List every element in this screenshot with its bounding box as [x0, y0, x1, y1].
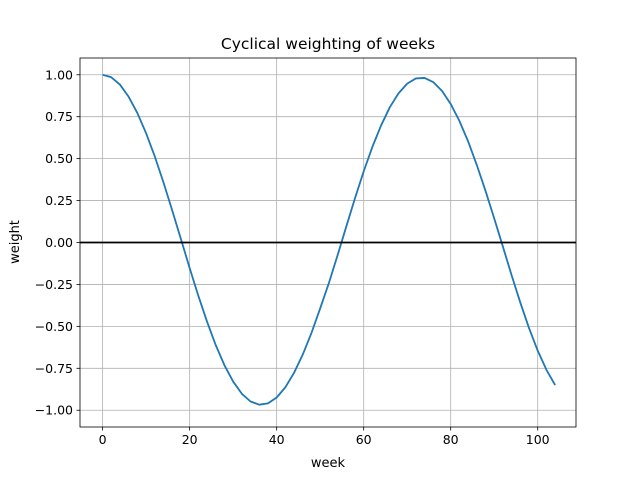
series-line	[102, 73, 556, 406]
ticks: 0 20 40 60 80 100 −1.00 −0.75 −0.50 −0.25 0.00 0.25…	[35, 67, 550, 447]
x-axis-label: week	[311, 456, 346, 471]
x-tick-label: 60	[356, 432, 372, 447]
y-tick-label: 1.00	[45, 67, 73, 82]
y-axis-label: weight	[8, 220, 23, 264]
x-tick-label: 80	[443, 432, 459, 447]
y-tick-label: −1.00	[35, 403, 73, 418]
x-tick-label: 0	[99, 432, 107, 447]
y-tick-label: −0.25	[35, 277, 73, 292]
y-tick-label: −0.50	[35, 319, 73, 334]
y-tick-label: −0.75	[35, 361, 73, 376]
y-tick-label: 0.00	[45, 235, 73, 250]
x-tick-label: 100	[526, 432, 550, 447]
y-tick-label: 0.25	[45, 193, 73, 208]
x-tick-label: 40	[269, 432, 285, 447]
x-tick-label: 20	[182, 432, 198, 447]
y-tick-label: 0.50	[45, 151, 73, 166]
plot-lines	[80, 73, 576, 406]
chart-title: Cyclical weighting of weeks	[221, 35, 435, 53]
y-tick-label: 0.75	[45, 109, 73, 124]
